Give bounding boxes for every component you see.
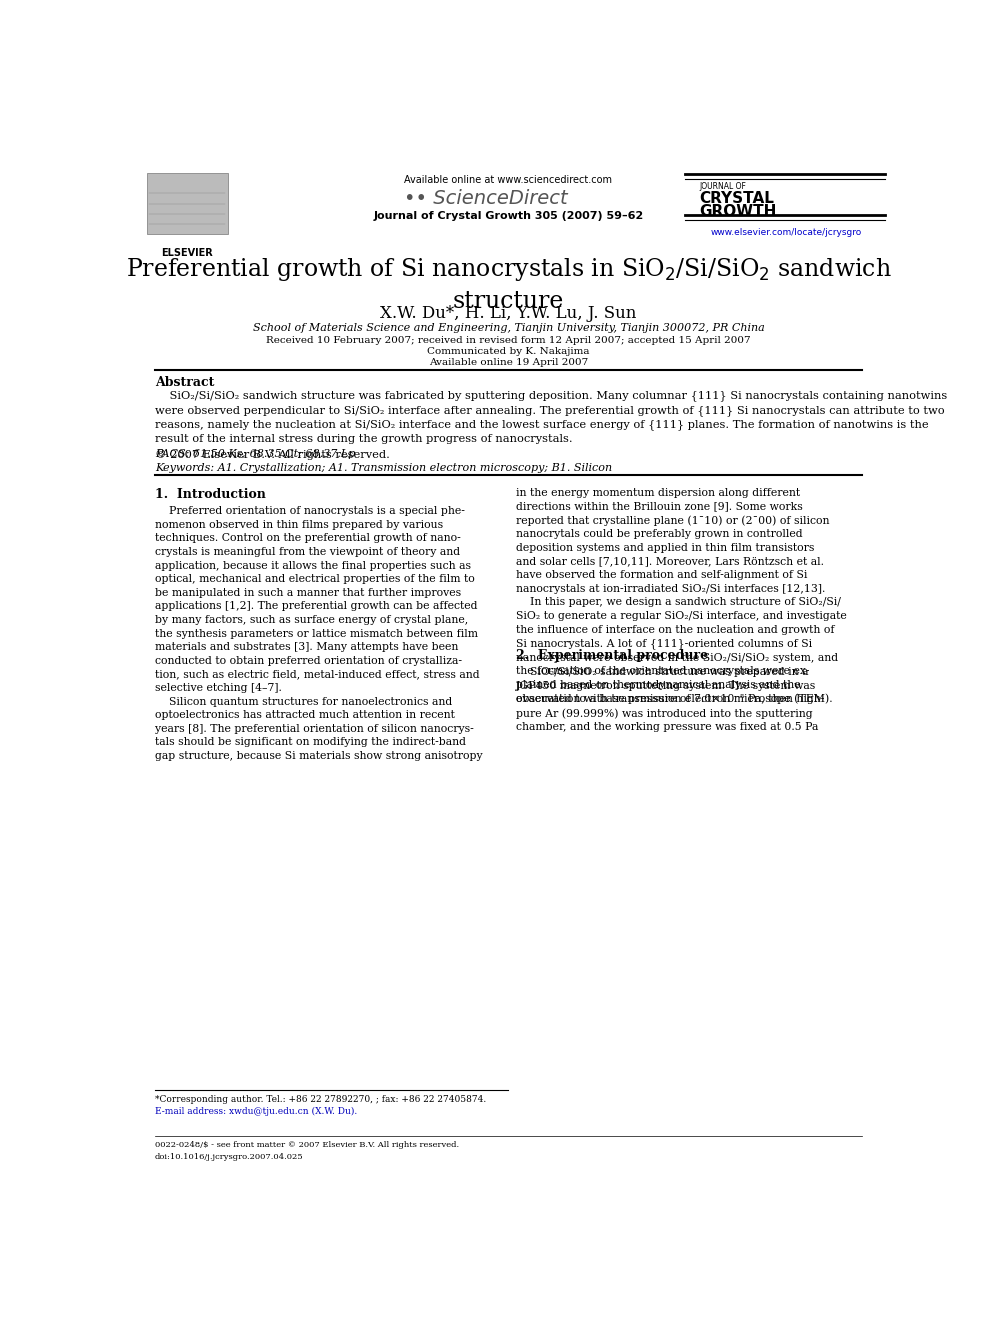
Text: SiO₂/Si/SiO₂ sandwich structure was prepared in a
JGP450 magnetron sputtering sy: SiO₂/Si/SiO₂ sandwich structure was prep… <box>516 667 824 733</box>
Text: GROWTH: GROWTH <box>699 204 777 218</box>
Text: Available online at www.sciencedirect.com: Available online at www.sciencedirect.co… <box>405 175 612 185</box>
Text: CRYSTAL: CRYSTAL <box>699 192 774 206</box>
Text: JOURNAL OF: JOURNAL OF <box>699 183 746 192</box>
Text: 0022-0248/$ - see front matter © 2007 Elsevier B.V. All rights reserved.: 0022-0248/$ - see front matter © 2007 El… <box>155 1140 459 1148</box>
Text: SiO₂/Si/SiO₂ sandwich structure was fabricated by sputtering deposition. Many co: SiO₂/Si/SiO₂ sandwich structure was fabr… <box>155 390 947 459</box>
Text: doi:10.1016/j.jcrysgro.2007.04.025: doi:10.1016/j.jcrysgro.2007.04.025 <box>155 1154 304 1162</box>
Text: Abstract: Abstract <box>155 376 214 389</box>
Text: Keywords: A1. Crystallization; A1. Transmission electron microscopy; B1. Silicon: Keywords: A1. Crystallization; A1. Trans… <box>155 463 612 474</box>
FancyBboxPatch shape <box>147 173 228 234</box>
Text: Journal of Crystal Growth 305 (2007) 59–62: Journal of Crystal Growth 305 (2007) 59–… <box>373 210 644 221</box>
Text: ELSEVIER: ELSEVIER <box>161 249 213 258</box>
Text: Received 10 February 2007; received in revised form 12 April 2007; accepted 15 A: Received 10 February 2007; received in r… <box>266 336 751 345</box>
Text: *Corresponding author. Tel.: +86 22 27892270, ; fax: +86 22 27405874.: *Corresponding author. Tel.: +86 22 2789… <box>155 1095 486 1103</box>
Text: in the energy momentum dispersion along different
directions within the Brilloui: in the energy momentum dispersion along … <box>516 488 847 704</box>
Text: 2.  Experimental procedure: 2. Experimental procedure <box>516 648 708 662</box>
Text: X.W. Du*, H. Li, Y.W. Lu, J. Sun: X.W. Du*, H. Li, Y.W. Lu, J. Sun <box>380 306 637 323</box>
Text: •• ScienceDirect: •• ScienceDirect <box>404 189 567 208</box>
Text: Communicated by K. Nakajima: Communicated by K. Nakajima <box>428 347 589 356</box>
Text: PACS: 61.50.Ks; 68.35.Ct; 68.37.Lp: PACS: 61.50.Ks; 68.35.Ct; 68.37.Lp <box>155 448 355 459</box>
Text: E-mail address: xwdu@tju.edu.cn (X.W. Du).: E-mail address: xwdu@tju.edu.cn (X.W. Du… <box>155 1107 357 1117</box>
Text: Preferential growth of Si nanocrystals in SiO$_2$/Si/SiO$_2$ sandwich
structure: Preferential growth of Si nanocrystals i… <box>126 255 891 312</box>
Text: Available online 19 April 2007: Available online 19 April 2007 <box>429 359 588 368</box>
Text: www.elsevier.com/locate/jcrysgro: www.elsevier.com/locate/jcrysgro <box>711 228 862 237</box>
Text: Preferred orientation of nanocrystals is a special phe-
nomenon observed in thin: Preferred orientation of nanocrystals is… <box>155 507 482 761</box>
Text: 1.  Introduction: 1. Introduction <box>155 488 266 501</box>
Text: School of Materials Science and Engineering, Tianjin University, Tianjin 300072,: School of Materials Science and Engineer… <box>253 323 764 333</box>
